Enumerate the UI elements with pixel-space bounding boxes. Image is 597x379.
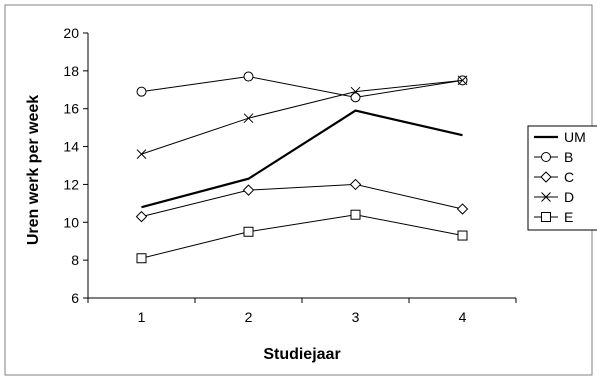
legend-item: D xyxy=(534,189,574,205)
circle-marker xyxy=(136,86,147,97)
square-marker xyxy=(541,212,551,222)
cross-marker xyxy=(136,149,147,159)
y-tick-label: 12 xyxy=(63,176,79,192)
series-line xyxy=(141,79,463,155)
square-marker xyxy=(350,209,361,220)
y-tick-label: 6 xyxy=(71,290,79,306)
series-c xyxy=(135,178,469,223)
square-marker xyxy=(457,230,468,241)
x-tick-label: 2 xyxy=(245,309,253,325)
legend-label: D xyxy=(564,189,574,205)
legend-item: E xyxy=(534,209,573,225)
cross-marker xyxy=(243,113,254,124)
legend-label: C xyxy=(564,169,574,185)
x-tick-label: 4 xyxy=(459,309,467,325)
diamond-marker xyxy=(349,178,362,191)
series-d xyxy=(136,75,468,159)
legend-item: UM xyxy=(534,129,586,145)
series-e xyxy=(136,209,468,264)
y-tick-label: 18 xyxy=(63,63,79,79)
x-axis-title: Studiejaar xyxy=(263,346,340,363)
x-tick-label: 1 xyxy=(138,309,146,325)
series-line xyxy=(141,214,463,259)
diamond-marker xyxy=(242,184,255,196)
legend-item: C xyxy=(534,169,574,185)
circle-marker xyxy=(243,71,254,82)
y-tick-label: 20 xyxy=(63,25,79,41)
series-um xyxy=(141,109,463,209)
plot-area xyxy=(87,33,516,299)
cross-marker xyxy=(350,86,361,97)
series-line xyxy=(141,109,463,209)
x-tick-label: 3 xyxy=(352,309,360,325)
legend-label: B xyxy=(564,149,573,165)
series-line xyxy=(141,76,463,98)
circle-marker xyxy=(541,152,551,162)
x-axis-ticks: 1 2 3 4 xyxy=(87,298,517,325)
y-axis-ticks: 6 8 10 12 14 16 18 20 xyxy=(63,25,88,306)
legend-item: B xyxy=(534,149,573,165)
square-marker xyxy=(136,253,147,264)
diamond-marker xyxy=(135,210,148,223)
y-axis-title: Uren werk per week xyxy=(25,95,42,245)
series-line xyxy=(141,183,463,218)
circle-marker xyxy=(350,92,361,103)
series-b xyxy=(136,71,468,103)
square-marker xyxy=(243,226,254,237)
legend-label: UM xyxy=(564,129,586,145)
diamond-marker xyxy=(456,203,469,215)
chart-area-border xyxy=(4,4,593,376)
diamond-marker xyxy=(540,171,552,183)
y-tick-label: 16 xyxy=(63,101,79,117)
y-tick-label: 14 xyxy=(63,139,79,155)
legend-label: E xyxy=(564,209,573,225)
legend-box xyxy=(527,125,597,231)
cross-marker xyxy=(457,75,468,86)
y-tick-label: 8 xyxy=(71,252,79,268)
cross-marker xyxy=(541,192,551,202)
y-tick-label: 10 xyxy=(63,214,79,230)
